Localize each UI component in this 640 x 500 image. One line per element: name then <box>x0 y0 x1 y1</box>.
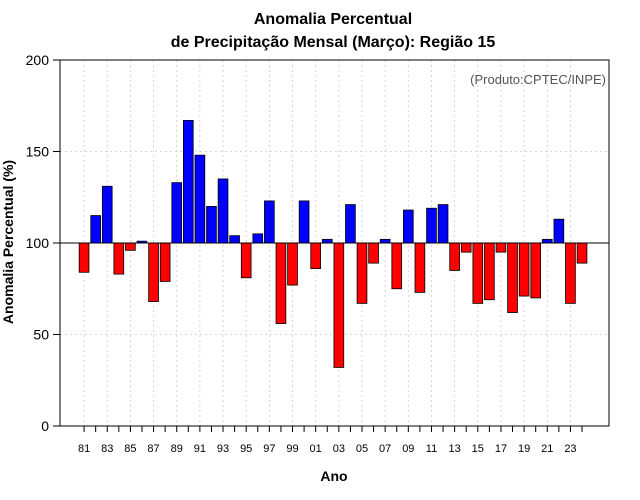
x-tick-label: 93 <box>217 443 229 455</box>
x-tick-label: 91 <box>194 443 206 455</box>
x-axis-label: Ano <box>320 468 347 484</box>
bar-2017 <box>495 242 507 253</box>
bar-2013 <box>449 242 460 271</box>
y-tick-label: 100 <box>26 235 50 251</box>
bar-1994 <box>229 235 240 244</box>
x-tick-label: 81 <box>78 443 90 455</box>
bar-2003 <box>333 242 345 368</box>
x-tick-label: 05 <box>356 443 368 455</box>
y-axis-label: Anomalia Percentual (%) <box>0 160 16 324</box>
x-tick-label: 01 <box>310 443 322 455</box>
bar-1987 <box>148 242 159 302</box>
bar-2016 <box>484 242 495 301</box>
grid <box>60 59 609 427</box>
bar-1988 <box>159 242 171 282</box>
y-tick-label: 0 <box>41 418 49 434</box>
x-tick-label: 87 <box>147 443 159 455</box>
bar-2006 <box>368 242 379 264</box>
y-tick-label: 200 <box>26 52 50 68</box>
bar-1981 <box>78 242 90 273</box>
bar-2019 <box>518 242 530 297</box>
y-tick-label: 150 <box>26 144 50 160</box>
bar-2009 <box>403 209 414 244</box>
bar-2015 <box>472 242 484 304</box>
bar-2011 <box>426 207 437 244</box>
bar-2000 <box>298 200 310 244</box>
x-tick-label: 95 <box>240 443 252 455</box>
x-tick-label: 19 <box>518 443 530 455</box>
bar-1984 <box>113 242 125 275</box>
bar-2012 <box>437 204 449 244</box>
bar-2002 <box>321 238 333 244</box>
x-tick-label: 89 <box>171 443 183 455</box>
bar-1992 <box>206 205 217 244</box>
bar-1990 <box>182 119 194 244</box>
bars <box>78 119 588 368</box>
bar-1999 <box>287 242 298 286</box>
x-tick-label: 09 <box>402 443 414 455</box>
bar-1983 <box>101 185 113 244</box>
x-tick-label: 13 <box>449 443 461 455</box>
bar-1995 <box>240 242 252 279</box>
bar-1993 <box>217 178 229 244</box>
x-tick-label: 97 <box>263 443 275 455</box>
bar-2024 <box>576 242 588 264</box>
bar-1998 <box>275 242 287 324</box>
bar-1982 <box>90 215 101 244</box>
bar-2007 <box>379 238 391 244</box>
bar-1991 <box>194 154 206 244</box>
y-tick-label: 50 <box>33 327 49 343</box>
bar-1989 <box>171 182 183 244</box>
x-tick-label: 85 <box>124 443 136 455</box>
x-tick-label: 99 <box>286 443 298 455</box>
bar-2001 <box>310 242 321 270</box>
bar-2021 <box>541 238 553 244</box>
bar-1985 <box>125 242 136 251</box>
bar-2022 <box>553 218 565 244</box>
bar-2023 <box>565 242 576 304</box>
bar-2018 <box>507 242 518 313</box>
axes: 0 50 100 150 200 81 83 85 87 89 91 93 95 97 99 01 03 05 07… <box>26 52 610 455</box>
bar-1997 <box>264 200 275 244</box>
bar-2010 <box>414 242 426 293</box>
chart-title-line1: Anomalia Percentual <box>254 11 412 28</box>
bar-2005 <box>356 242 368 304</box>
x-tick-label: 15 <box>472 443 484 455</box>
x-tick-label: 21 <box>541 443 553 455</box>
bar-2014 <box>460 242 472 253</box>
bar-2008 <box>391 242 403 290</box>
x-tick-label: 23 <box>564 443 576 455</box>
x-tick-label: 17 <box>495 443 507 455</box>
x-tick-label: 03 <box>333 443 345 455</box>
x-tick-label: 83 <box>101 443 113 455</box>
bar-2020 <box>530 242 541 299</box>
bar-1996 <box>252 233 264 244</box>
x-tick-label: 07 <box>379 443 391 455</box>
chart-title-line2: de Precipitação Mensal (Março): Região 1… <box>171 34 496 51</box>
credit-text: (Produto:CPTEC/INPE) <box>470 72 606 87</box>
x-tick-label: 11 <box>426 443 437 455</box>
bar-2004 <box>345 204 356 244</box>
